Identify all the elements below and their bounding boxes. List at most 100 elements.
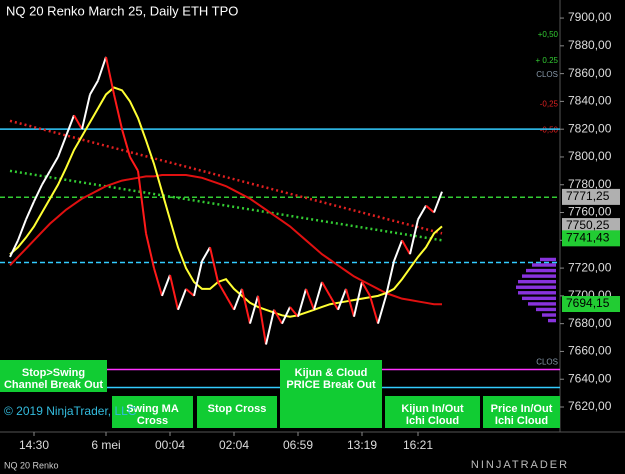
price-segment bbox=[65, 114, 75, 137]
price-segment bbox=[217, 281, 227, 297]
price-segment bbox=[257, 295, 267, 345]
price-segment bbox=[281, 306, 291, 325]
y-tick-label: 7880,00 bbox=[568, 38, 612, 52]
strategy-button[interactable] bbox=[197, 396, 277, 428]
price-segment bbox=[201, 246, 211, 262]
y-tick-label: 7860,00 bbox=[568, 66, 612, 80]
strategy-button[interactable] bbox=[0, 360, 107, 392]
price-segment bbox=[265, 309, 275, 345]
price-segment bbox=[369, 295, 379, 324]
y-tick-label: 7900,00 bbox=[568, 10, 612, 24]
x-tick-label: 14:30 bbox=[19, 438, 49, 452]
price-segment bbox=[377, 295, 387, 324]
profile-bar bbox=[516, 285, 556, 289]
level-label: + 0.25 bbox=[536, 56, 559, 65]
y-tick-label: 7760,00 bbox=[568, 205, 612, 219]
profile-bar bbox=[518, 291, 556, 295]
price-segment bbox=[49, 156, 59, 172]
price-segment bbox=[361, 281, 371, 297]
y-tick-label: 7640,00 bbox=[568, 371, 612, 385]
price-marker bbox=[562, 188, 620, 205]
x-tick-label: 02:04 bbox=[219, 438, 249, 452]
price-segment bbox=[25, 201, 35, 220]
profile-bar bbox=[522, 274, 556, 278]
strategy-button[interactable] bbox=[112, 396, 193, 428]
price-segment bbox=[89, 80, 99, 95]
price-segment bbox=[289, 306, 299, 318]
price-segment bbox=[153, 267, 163, 297]
price-segment bbox=[209, 247, 219, 283]
x-tick-label: 06:59 bbox=[283, 438, 313, 452]
price-segment bbox=[97, 56, 107, 81]
profile-bar bbox=[540, 257, 556, 262]
price-segment bbox=[169, 274, 179, 310]
price-segment bbox=[17, 219, 27, 241]
price-segment bbox=[409, 219, 419, 255]
price-segment bbox=[433, 191, 443, 213]
price-marker bbox=[562, 230, 620, 247]
level-label: CLOS bbox=[536, 358, 558, 367]
profile-bar bbox=[528, 302, 556, 306]
strategy-button[interactable] bbox=[385, 396, 480, 428]
price-segment bbox=[425, 204, 435, 214]
price-segment bbox=[273, 309, 283, 325]
profile-bar bbox=[518, 279, 556, 284]
price-segment bbox=[329, 295, 339, 311]
price-segment bbox=[417, 205, 427, 220]
price-marker-label: 7741,43 bbox=[566, 230, 610, 244]
button-label: Stop Cross bbox=[208, 403, 267, 415]
price-segment bbox=[9, 239, 19, 258]
price-segment bbox=[313, 281, 323, 311]
strategy-button[interactable] bbox=[483, 396, 560, 428]
price-segment bbox=[393, 239, 403, 262]
price-marker-label: 7750,25 bbox=[566, 218, 610, 232]
button-label: Kijun & Cloud PRICE Break Out bbox=[286, 367, 376, 391]
price-segment bbox=[137, 170, 147, 234]
price-segment bbox=[241, 288, 251, 324]
price-segment bbox=[41, 170, 51, 186]
price-segment bbox=[121, 128, 131, 158]
x-tick-label: 6 mei bbox=[91, 438, 120, 452]
price-segment bbox=[249, 295, 259, 324]
chart-title: NQ 20 Renko March 25, Daily ETH TPO bbox=[6, 3, 238, 18]
price-marker-label: 7694,15 bbox=[566, 296, 610, 310]
price-segment bbox=[73, 114, 83, 130]
price-segment bbox=[337, 288, 347, 311]
y-tick-label: 7840,00 bbox=[568, 94, 612, 108]
profile-bar bbox=[542, 313, 556, 317]
price-segment bbox=[321, 281, 331, 297]
profile-bar bbox=[526, 268, 556, 273]
price-segment bbox=[233, 288, 243, 311]
profile-bar bbox=[548, 318, 556, 323]
y-tick-label: 7660,00 bbox=[568, 344, 612, 358]
price-segment bbox=[113, 94, 123, 130]
button-label: Stop>Swing Channel Break Out bbox=[4, 367, 103, 391]
y-tick-label: 7780,00 bbox=[568, 177, 612, 191]
price-segment bbox=[401, 239, 411, 255]
price-segment bbox=[385, 260, 395, 297]
price-segment bbox=[193, 260, 203, 297]
x-tick-label: 00:04 bbox=[155, 438, 185, 452]
button-label: Price In/Out Ichi Cloud bbox=[491, 403, 553, 427]
price-marker-label: 7771,25 bbox=[566, 189, 610, 203]
price-segment bbox=[225, 295, 235, 311]
logo: NINJATRADER bbox=[471, 459, 569, 471]
button-label: Swing MA Cross bbox=[126, 403, 179, 427]
strategy-button[interactable] bbox=[280, 360, 382, 428]
price-segment bbox=[81, 94, 91, 130]
y-tick-label: 7800,00 bbox=[568, 149, 612, 163]
profile-bar bbox=[522, 296, 556, 301]
x-tick-label: 16:21 bbox=[403, 438, 433, 452]
level-label: +0,50 bbox=[538, 30, 559, 39]
price-segment bbox=[297, 288, 307, 317]
profile-bar bbox=[532, 263, 556, 267]
x-tick-label: 13:19 bbox=[347, 438, 377, 452]
y-tick-label: 7720,00 bbox=[568, 260, 612, 274]
price-segment bbox=[105, 56, 115, 95]
price-segment bbox=[57, 135, 67, 158]
y-tick-label: 7820,00 bbox=[568, 121, 612, 135]
price-segment bbox=[161, 274, 171, 297]
copyright: © 2019 NinjaTrader, LLC bbox=[4, 404, 137, 418]
